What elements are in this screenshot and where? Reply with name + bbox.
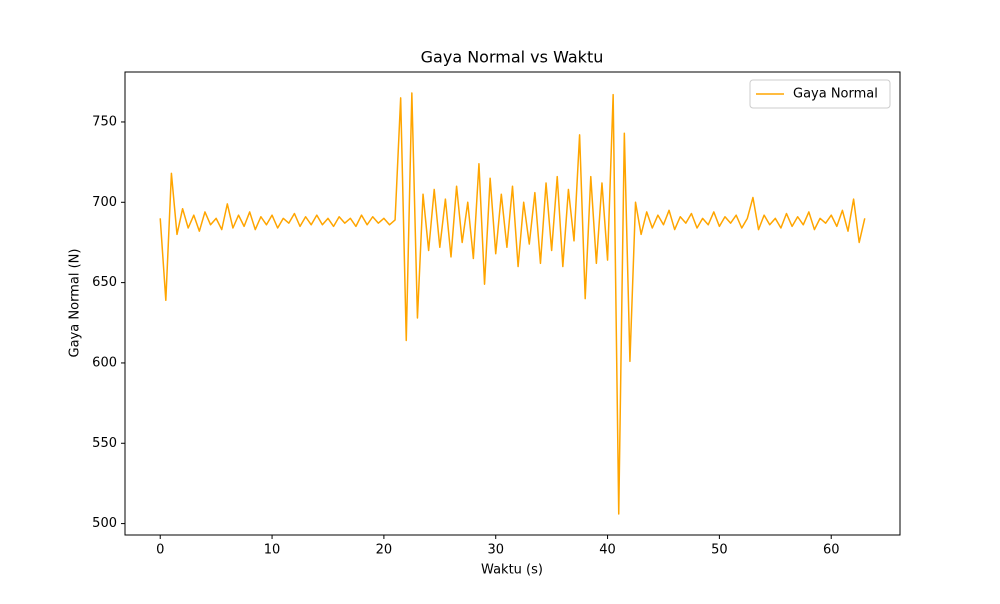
x-tick-label: 50 <box>711 543 728 558</box>
plot-frame <box>124 71 901 536</box>
chart-title: Gaya Normal vs Waktu <box>421 48 604 67</box>
y-tick-label: 650 <box>92 275 117 290</box>
y-tick-label: 600 <box>92 355 117 370</box>
y-axis-label: Gaya Normal (N) <box>68 249 83 358</box>
data-line <box>159 92 866 515</box>
x-tick-label: 0 <box>156 543 164 558</box>
y-tick-label: 750 <box>92 114 117 129</box>
y-tick-label: 700 <box>92 195 117 210</box>
x-tick-label: 40 <box>599 543 616 558</box>
x-tick-label: 20 <box>376 543 393 558</box>
legend-box <box>749 79 891 109</box>
legend-label: Gaya Normal <box>793 87 878 102</box>
x-tick-label: 60 <box>823 543 840 558</box>
x-tick-label: 10 <box>264 543 281 558</box>
x-axis-label: Waktu (s) <box>481 563 543 578</box>
y-tick-label: 500 <box>92 516 117 531</box>
x-tick-label: 30 <box>487 543 504 558</box>
y-tick-label: 550 <box>92 436 117 451</box>
